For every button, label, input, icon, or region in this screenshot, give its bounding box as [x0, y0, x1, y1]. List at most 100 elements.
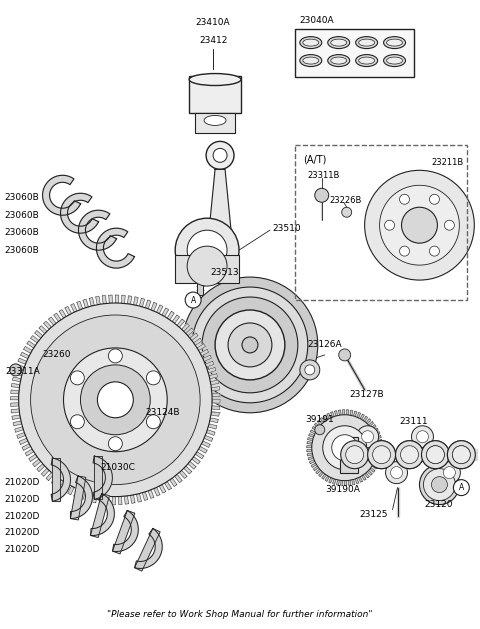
Polygon shape [11, 403, 19, 406]
Polygon shape [54, 313, 61, 321]
Ellipse shape [386, 39, 403, 46]
Polygon shape [159, 484, 166, 493]
Polygon shape [377, 443, 383, 446]
Circle shape [365, 170, 474, 280]
Circle shape [146, 415, 160, 429]
Circle shape [185, 292, 201, 308]
Polygon shape [57, 480, 63, 488]
Polygon shape [12, 377, 21, 382]
Polygon shape [307, 446, 312, 448]
Text: A: A [191, 296, 196, 304]
Bar [175, 255, 239, 283]
Bar [295, 145, 468, 300]
Polygon shape [202, 441, 210, 447]
Polygon shape [145, 300, 151, 309]
Polygon shape [11, 396, 19, 400]
Circle shape [399, 246, 409, 256]
Polygon shape [347, 410, 349, 415]
Polygon shape [314, 423, 320, 428]
Polygon shape [68, 486, 74, 494]
Circle shape [420, 465, 459, 504]
Polygon shape [207, 367, 216, 373]
Polygon shape [325, 476, 329, 481]
Polygon shape [37, 464, 45, 472]
Circle shape [215, 310, 285, 380]
Polygon shape [93, 456, 112, 499]
Polygon shape [367, 470, 372, 476]
Polygon shape [29, 454, 37, 462]
Polygon shape [320, 418, 325, 423]
Polygon shape [41, 468, 49, 476]
Text: 21020D: 21020D [5, 495, 40, 504]
Polygon shape [210, 418, 218, 423]
Circle shape [81, 365, 150, 435]
Circle shape [63, 348, 167, 452]
Polygon shape [352, 479, 355, 485]
Polygon shape [309, 433, 314, 437]
Polygon shape [112, 511, 135, 554]
Circle shape [426, 446, 444, 464]
Polygon shape [307, 450, 312, 452]
Polygon shape [170, 478, 177, 486]
Bar [340, 437, 358, 472]
Polygon shape [51, 476, 59, 484]
Circle shape [380, 186, 459, 265]
Text: 23513: 23513 [210, 267, 239, 277]
Circle shape [430, 194, 439, 204]
Polygon shape [376, 455, 382, 458]
Polygon shape [96, 296, 100, 304]
Polygon shape [21, 352, 29, 359]
Text: "Please refer to Work Shop Manual for further information": "Please refer to Work Shop Manual for fu… [107, 610, 373, 619]
Circle shape [339, 349, 351, 361]
Polygon shape [197, 343, 205, 350]
Circle shape [341, 441, 369, 469]
Text: 23040A: 23040A [300, 16, 335, 25]
Circle shape [228, 323, 272, 367]
Circle shape [341, 441, 369, 469]
Ellipse shape [384, 55, 406, 67]
Text: (A/T): (A/T) [303, 154, 326, 164]
Polygon shape [378, 455, 400, 472]
Polygon shape [19, 438, 28, 445]
Polygon shape [133, 297, 138, 305]
Polygon shape [39, 326, 47, 333]
Circle shape [305, 365, 315, 375]
Polygon shape [360, 415, 364, 420]
Circle shape [368, 441, 396, 469]
Polygon shape [406, 437, 426, 455]
Circle shape [454, 480, 469, 496]
Circle shape [430, 246, 439, 256]
Polygon shape [11, 409, 19, 413]
Ellipse shape [356, 55, 378, 67]
Polygon shape [62, 483, 69, 492]
Circle shape [361, 431, 373, 443]
Circle shape [175, 218, 239, 282]
Text: 21020D: 21020D [5, 528, 40, 537]
Circle shape [346, 446, 364, 464]
Circle shape [202, 297, 298, 393]
Polygon shape [195, 452, 204, 459]
Polygon shape [83, 299, 88, 308]
Circle shape [438, 462, 460, 484]
Ellipse shape [331, 57, 347, 64]
Text: 23510: 23510 [272, 224, 300, 233]
Circle shape [300, 360, 320, 380]
Polygon shape [112, 496, 115, 504]
Text: 23060B: 23060B [5, 246, 39, 255]
Polygon shape [136, 494, 142, 502]
Circle shape [19, 303, 212, 497]
Circle shape [31, 315, 200, 484]
Polygon shape [60, 193, 98, 233]
Polygon shape [17, 433, 25, 438]
Polygon shape [324, 415, 328, 420]
Circle shape [452, 446, 470, 464]
Text: 23412: 23412 [199, 36, 228, 45]
Polygon shape [124, 496, 129, 504]
Polygon shape [181, 323, 190, 331]
Polygon shape [204, 435, 213, 442]
Polygon shape [333, 479, 336, 484]
Polygon shape [46, 472, 54, 481]
Polygon shape [316, 469, 321, 474]
Circle shape [213, 148, 227, 162]
Polygon shape [15, 427, 24, 432]
